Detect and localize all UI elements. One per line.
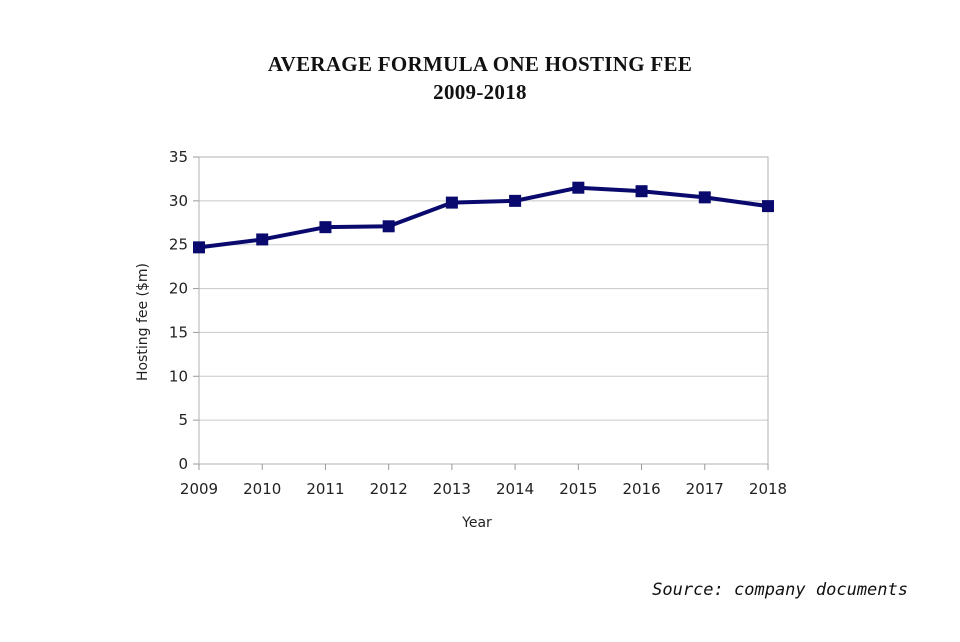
x-tick-label: 2013 — [433, 480, 471, 498]
x-axis-label: Year — [461, 515, 492, 531]
data-point-2011 — [319, 221, 332, 234]
chart-subtitle: 2009-2018 — [433, 80, 527, 104]
axes — [193, 156, 769, 470]
x-tick-label: 2017 — [686, 480, 724, 498]
series — [193, 181, 774, 254]
y-tick-label: 5 — [178, 411, 188, 429]
series-line — [198, 185, 769, 250]
x-tick-label: 2014 — [496, 480, 534, 498]
data-point-2017 — [698, 191, 711, 204]
data-point-2013 — [445, 196, 458, 209]
x-tick-label: 2011 — [306, 480, 344, 498]
y-tick-label: 30 — [169, 192, 188, 210]
y-tick-label: 10 — [169, 367, 188, 385]
x-tick-label: 2015 — [559, 480, 597, 498]
x-tick-labels: 2009 2010 2011 2012 2013 2014 2015 2016 2017 2018 — [180, 480, 787, 498]
x-tick-label: 2010 — [243, 480, 281, 498]
x-tick-label: 2018 — [749, 480, 787, 498]
source-note: Source: company documents — [652, 580, 908, 600]
data-point-2016 — [635, 185, 648, 198]
data-point-2012 — [382, 220, 395, 233]
data-point-2009 — [193, 241, 205, 254]
y-tick-label: 0 — [178, 455, 188, 473]
data-point-2014 — [509, 194, 522, 207]
plot-frame — [198, 156, 769, 465]
x-tick-label: 2012 — [370, 480, 408, 498]
y-axis-label: Hosting fee ($m) — [135, 263, 151, 381]
data-point-2018 — [762, 200, 774, 213]
x-tick-label: 2009 — [180, 480, 218, 498]
y-tick-label: 15 — [169, 323, 188, 341]
y-tick-label: 35 — [169, 148, 188, 166]
x-tick-label: 2016 — [622, 480, 660, 498]
y-tick-labels: 0 5 10 15 20 25 30 35 — [169, 148, 188, 473]
y-tick-label: 25 — [169, 236, 188, 254]
chart-title: AVERAGE FORMULA ONE HOSTING FEE — [267, 52, 693, 76]
y-tick-label: 20 — [169, 280, 188, 298]
data-point-2010 — [256, 233, 269, 246]
data-point-2015 — [572, 181, 585, 194]
